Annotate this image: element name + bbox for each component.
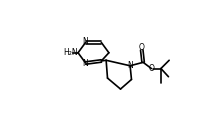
Text: N: N	[128, 61, 133, 70]
Text: N: N	[82, 59, 88, 68]
Text: O: O	[138, 43, 144, 52]
Text: N: N	[82, 37, 88, 46]
Text: H₂N: H₂N	[63, 48, 78, 57]
Text: O: O	[149, 64, 155, 73]
